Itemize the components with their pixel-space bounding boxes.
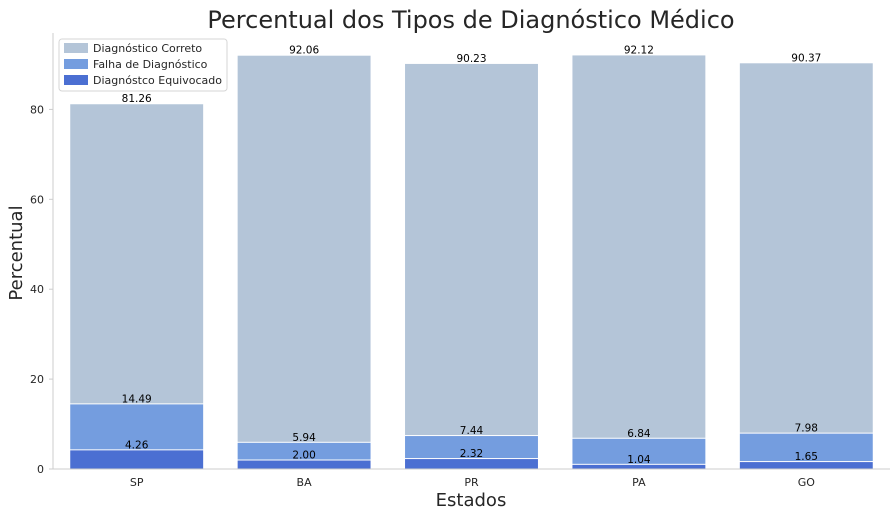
data-label-go-series-1: 90.37	[791, 52, 821, 64]
data-label-sp-series-3: 4.26	[125, 439, 149, 451]
legend-label-3: Diagnóstco Equivocado	[93, 74, 222, 87]
x-tick-label-ba: BA	[297, 476, 313, 489]
bar-pr-series-1	[404, 62, 539, 470]
data-label-pa-series-2: 6.84	[627, 428, 651, 440]
bar-go-series-1	[738, 62, 874, 470]
bar-sp-series-3	[69, 449, 205, 470]
y-tick-label: 0	[37, 463, 44, 476]
x-tick-label-pa: PA	[632, 476, 646, 489]
legend-label-2: Falha de Diagnóstico	[93, 58, 208, 71]
legend-label-1: Diagnóstico Correto	[93, 42, 202, 55]
data-label-pr-series-1: 90.23	[456, 53, 486, 65]
x-tick-label-pr: PR	[464, 476, 479, 489]
data-label-ba-series-2: 5.94	[292, 432, 316, 444]
data-label-sp-series-1: 81.26	[122, 93, 152, 105]
x-tick-label-go: GO	[798, 476, 816, 489]
data-label-ba-series-1: 92.06	[289, 45, 319, 57]
data-label-sp-series-2: 14.49	[122, 393, 152, 405]
data-label-pr-series-2: 7.44	[460, 425, 484, 437]
y-axis-ticks: 0 20 40 60 80	[30, 103, 53, 476]
x-tick-label-sp: SP	[130, 476, 144, 489]
data-label-ba-series-3: 2.00	[292, 450, 315, 462]
legend-frame	[58, 38, 228, 92]
legend-swatch-3	[64, 75, 88, 85]
bars-layer	[69, 54, 874, 470]
y-tick-label: 80	[30, 103, 44, 116]
data-label-go-series-2: 7.98	[795, 423, 818, 435]
data-label-pr-series-3: 2.32	[460, 448, 483, 460]
legend: Diagnóstico Correto Falha de Diagnóstico D…	[58, 38, 228, 92]
y-tick-label: 20	[30, 373, 44, 386]
chart-title: Percentual dos Tipos de Diagnóstico Médi…	[207, 6, 734, 34]
data-label-go-series-3: 1.65	[795, 451, 818, 463]
x-axis-ticks: SP BA PR PA GO	[130, 476, 815, 489]
data-labels-layer: 81.26 92.06 90.23 92.12 90.37 14.49 5.94 7.44 6.…	[122, 44, 822, 465]
legend-swatch-2	[64, 59, 88, 69]
legend-swatch-1	[64, 43, 88, 53]
data-label-pa-series-1: 92.12	[624, 44, 654, 56]
y-tick-label: 60	[30, 193, 44, 206]
bar-ba-series-1	[236, 54, 372, 470]
bar-pa-series-1	[571, 54, 707, 470]
data-label-pa-series-3: 1.04	[627, 454, 651, 466]
x-axis-label: Estados	[436, 490, 507, 511]
y-axis-label: Percentual	[6, 205, 27, 300]
bar-pr-series-3	[404, 458, 539, 470]
y-tick-label: 40	[30, 283, 44, 296]
